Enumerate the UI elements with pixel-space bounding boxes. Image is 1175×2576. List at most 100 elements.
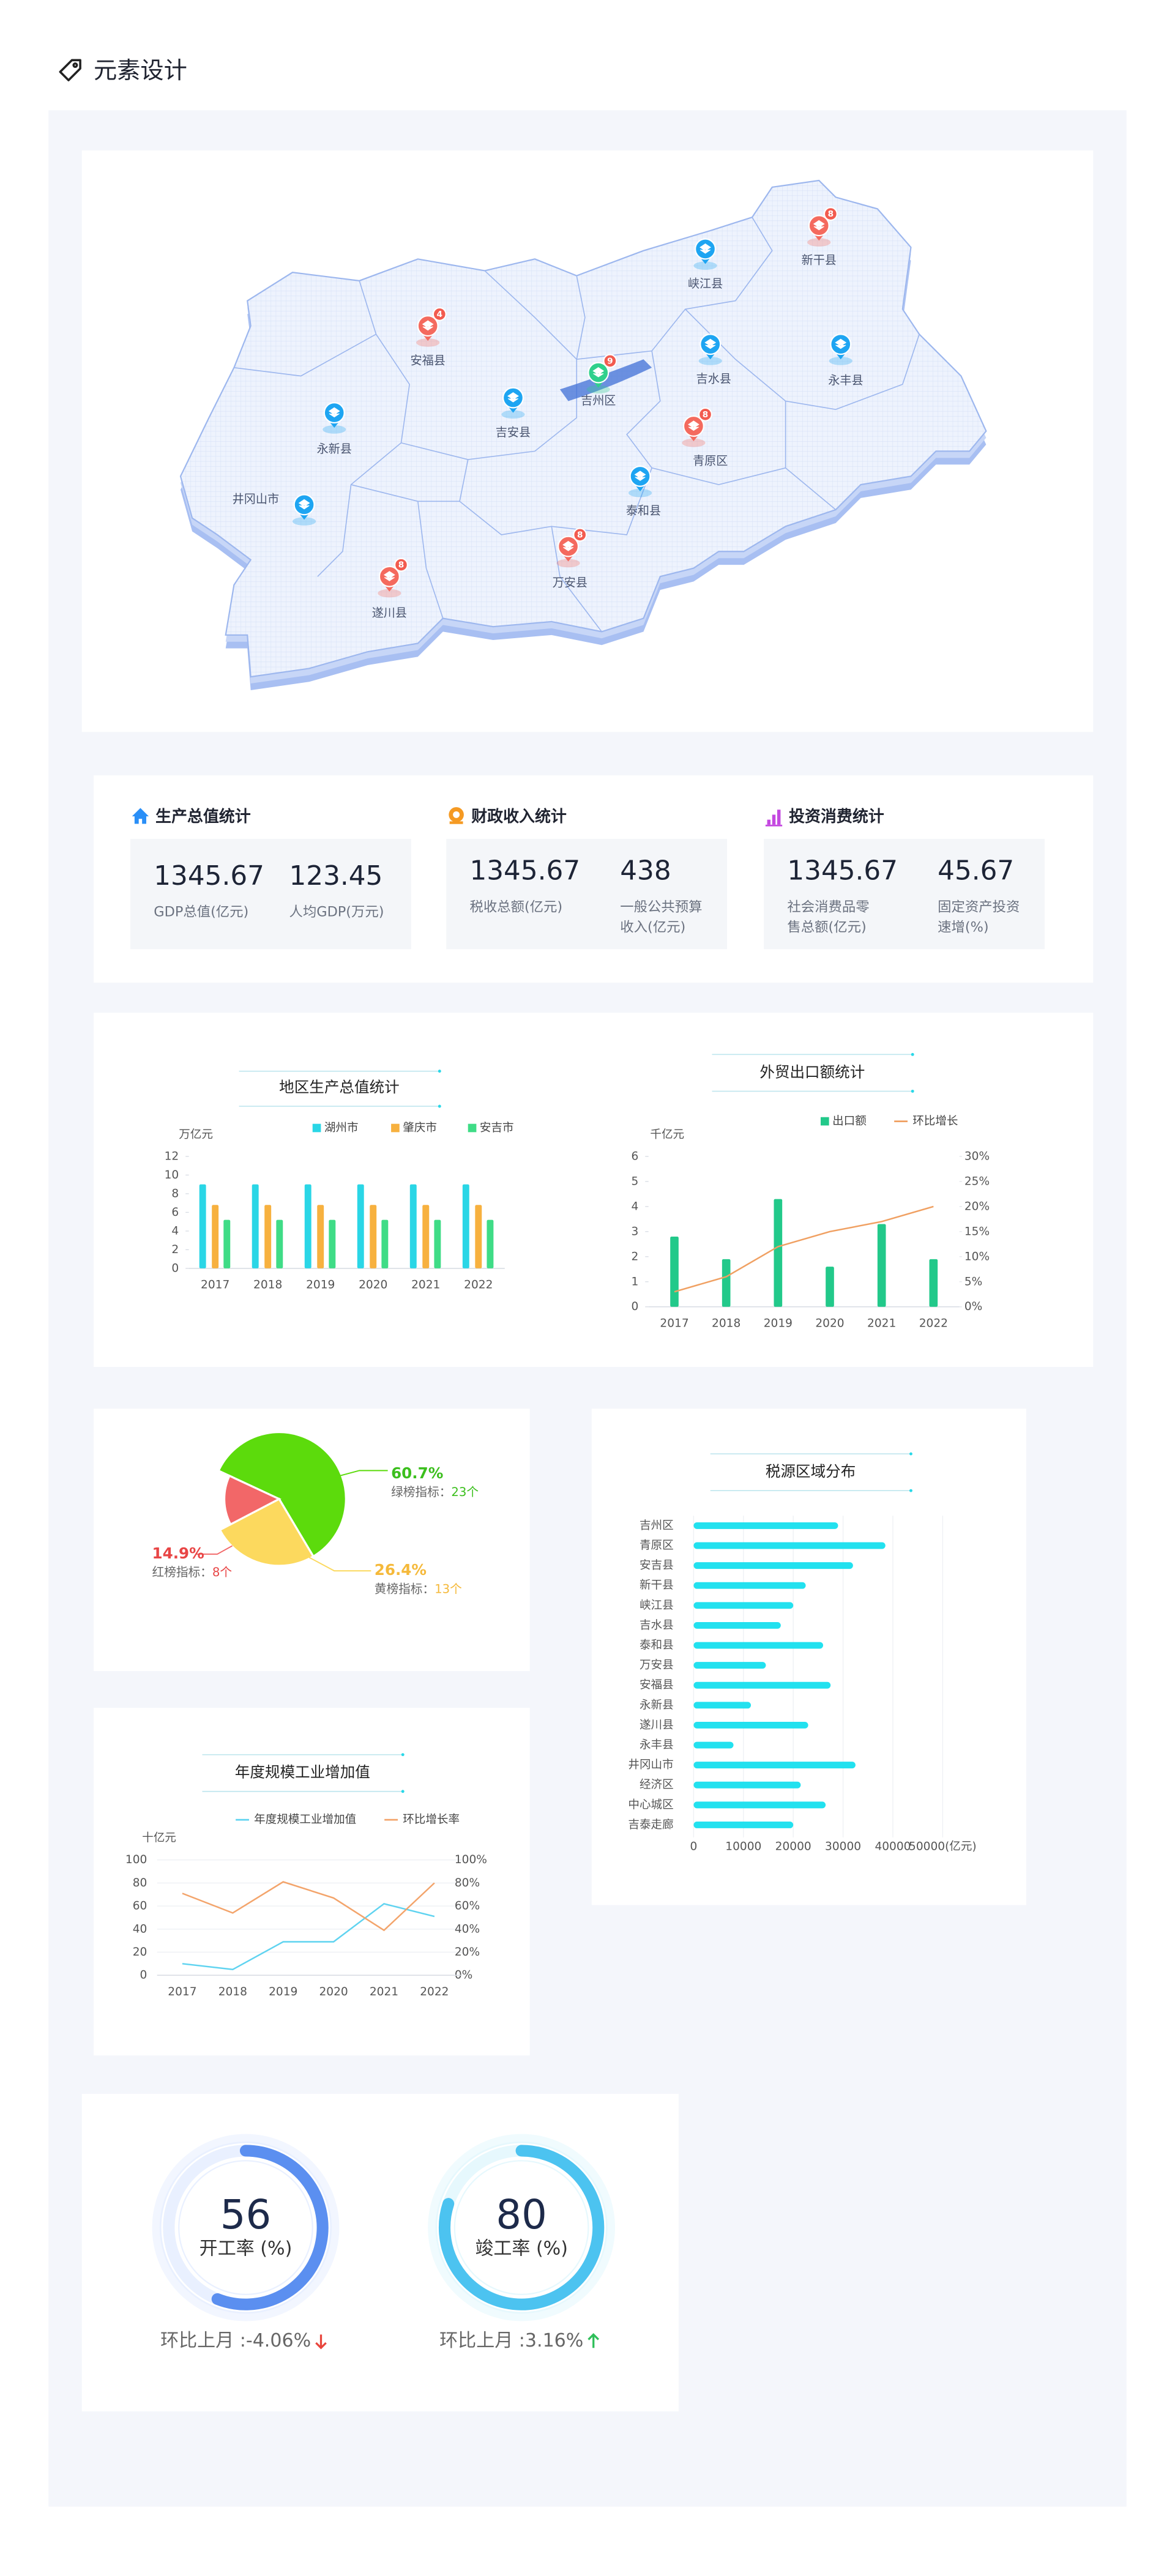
trend-arrow [315,2334,327,2350]
series-line [182,1902,435,1971]
pie-legend-name: 红榜指标： [152,1565,212,1579]
x-tick-label: 10000 [725,1840,761,1853]
trend-arrow [588,2333,600,2348]
gauge-label: 竣工率 (%) [475,2238,568,2260]
pie-legend-name: 绿榜指标： [391,1484,451,1498]
y2-tick-label: 20% [455,1946,480,1959]
map-pin: 4 安福县 [411,307,447,367]
pin-badge-text: 8 [703,410,709,420]
icon-house [132,808,149,824]
map-pin: 8 青原区 [682,407,728,467]
map-pin: 8 万安县 [553,527,588,590]
bar [462,1184,469,1268]
pin-badge-text: 8 [398,560,404,570]
bar [693,1801,826,1809]
stat-title: 财政收入统计 [471,807,567,826]
y-tick-label: 0 [631,1300,638,1313]
y2-tick-label: 60% [455,1900,480,1913]
stat-title: 生产总值统计 [155,807,251,826]
y-tick-label: 吉泰走廊 [628,1818,673,1831]
series-line [674,1205,934,1293]
bar [877,1224,886,1307]
pin-badge-text: 4 [437,310,443,319]
y-tick-label: 中心城区 [628,1798,673,1811]
pin-icon [704,338,717,349]
bar [693,1781,801,1789]
stat-label: 一般公共预算 [620,899,702,915]
pin-icon [813,220,825,231]
bar [693,1721,808,1729]
bar [693,1821,794,1828]
chart-title: 外贸出口额统计 [759,1063,865,1081]
chart: 60.7% 绿榜指标：23个 26.4% 黄榜指标：13个 14.9% 红榜指标：8个 [152,1431,479,1596]
title-rule-dot [438,1070,441,1073]
gauge-footer: 环比上月 :3.16% [439,2330,583,2351]
bar [475,1205,482,1268]
y-tick-label: 青原区 [640,1539,674,1552]
bar [693,1741,734,1749]
bar [357,1184,364,1268]
legend-swatch [312,1123,321,1133]
bar [264,1205,272,1268]
stat-label: GDP总值(亿元) [154,904,248,920]
bar [670,1237,679,1307]
y2-tick-label: 0% [455,1969,472,1982]
x-tick-label: 2022 [420,1986,449,1998]
x-tick-label: 2020 [359,1279,387,1292]
x-tick-label: 2021 [370,1986,398,1998]
y2-tick-label: 30% [964,1150,990,1163]
tag-icon [59,59,81,81]
map-borders [234,217,920,632]
pin-icon [592,367,605,378]
y-tick-label: 80 [133,1877,147,1889]
pin-glow [829,357,852,365]
map-label: 永新县 [317,442,352,456]
y-tick-label: 安福县 [640,1679,674,1692]
y-tick-label: 10 [165,1169,179,1182]
pie-slice [217,1431,347,1558]
legend-swatch [391,1123,400,1133]
y2-tick-label: 100% [455,1853,487,1866]
bar [409,1184,417,1268]
pin-glow [292,517,316,526]
pin-glow [628,488,652,497]
bar [276,1219,283,1268]
pin-glow [693,261,717,270]
border [685,308,920,410]
y-tick-label: 新干县 [640,1579,674,1592]
stat-title: 投资消费统计 [789,807,884,826]
y-tick-label: 1 [631,1275,638,1288]
map-label: 泰和县 [626,504,661,518]
bar [434,1219,441,1268]
icon-bar [767,819,771,825]
y-tick-label: 4 [171,1224,179,1237]
x-tick-label: 2019 [306,1279,335,1292]
border [785,467,837,510]
pin-glow [416,338,440,347]
bar [304,1184,311,1268]
y-tick-label: 0 [171,1262,179,1275]
y-tick-label: 20 [133,1946,147,1959]
pie-slice [218,1497,315,1567]
bar [693,1662,766,1669]
x-tick-label: 2017 [660,1317,688,1330]
legend-label: 安吉市 [480,1122,514,1134]
y-tick-label: 2 [171,1243,179,1256]
stat-value: 123.45 [289,860,382,892]
map-pin: 吉水县 [696,333,731,385]
bar [693,1702,752,1709]
stat-label: 售总额(亿元) [787,919,866,935]
pin-badge [573,527,588,542]
bar [929,1259,938,1307]
x-tick-label: 0 [690,1840,698,1853]
bar [693,1542,886,1549]
pin-icon [835,338,847,349]
map-pin: 吉安县 [496,387,531,439]
gauge-inner [453,2160,589,2295]
pie-percent: 26.4% [375,1561,427,1579]
pin-badge [394,557,408,572]
